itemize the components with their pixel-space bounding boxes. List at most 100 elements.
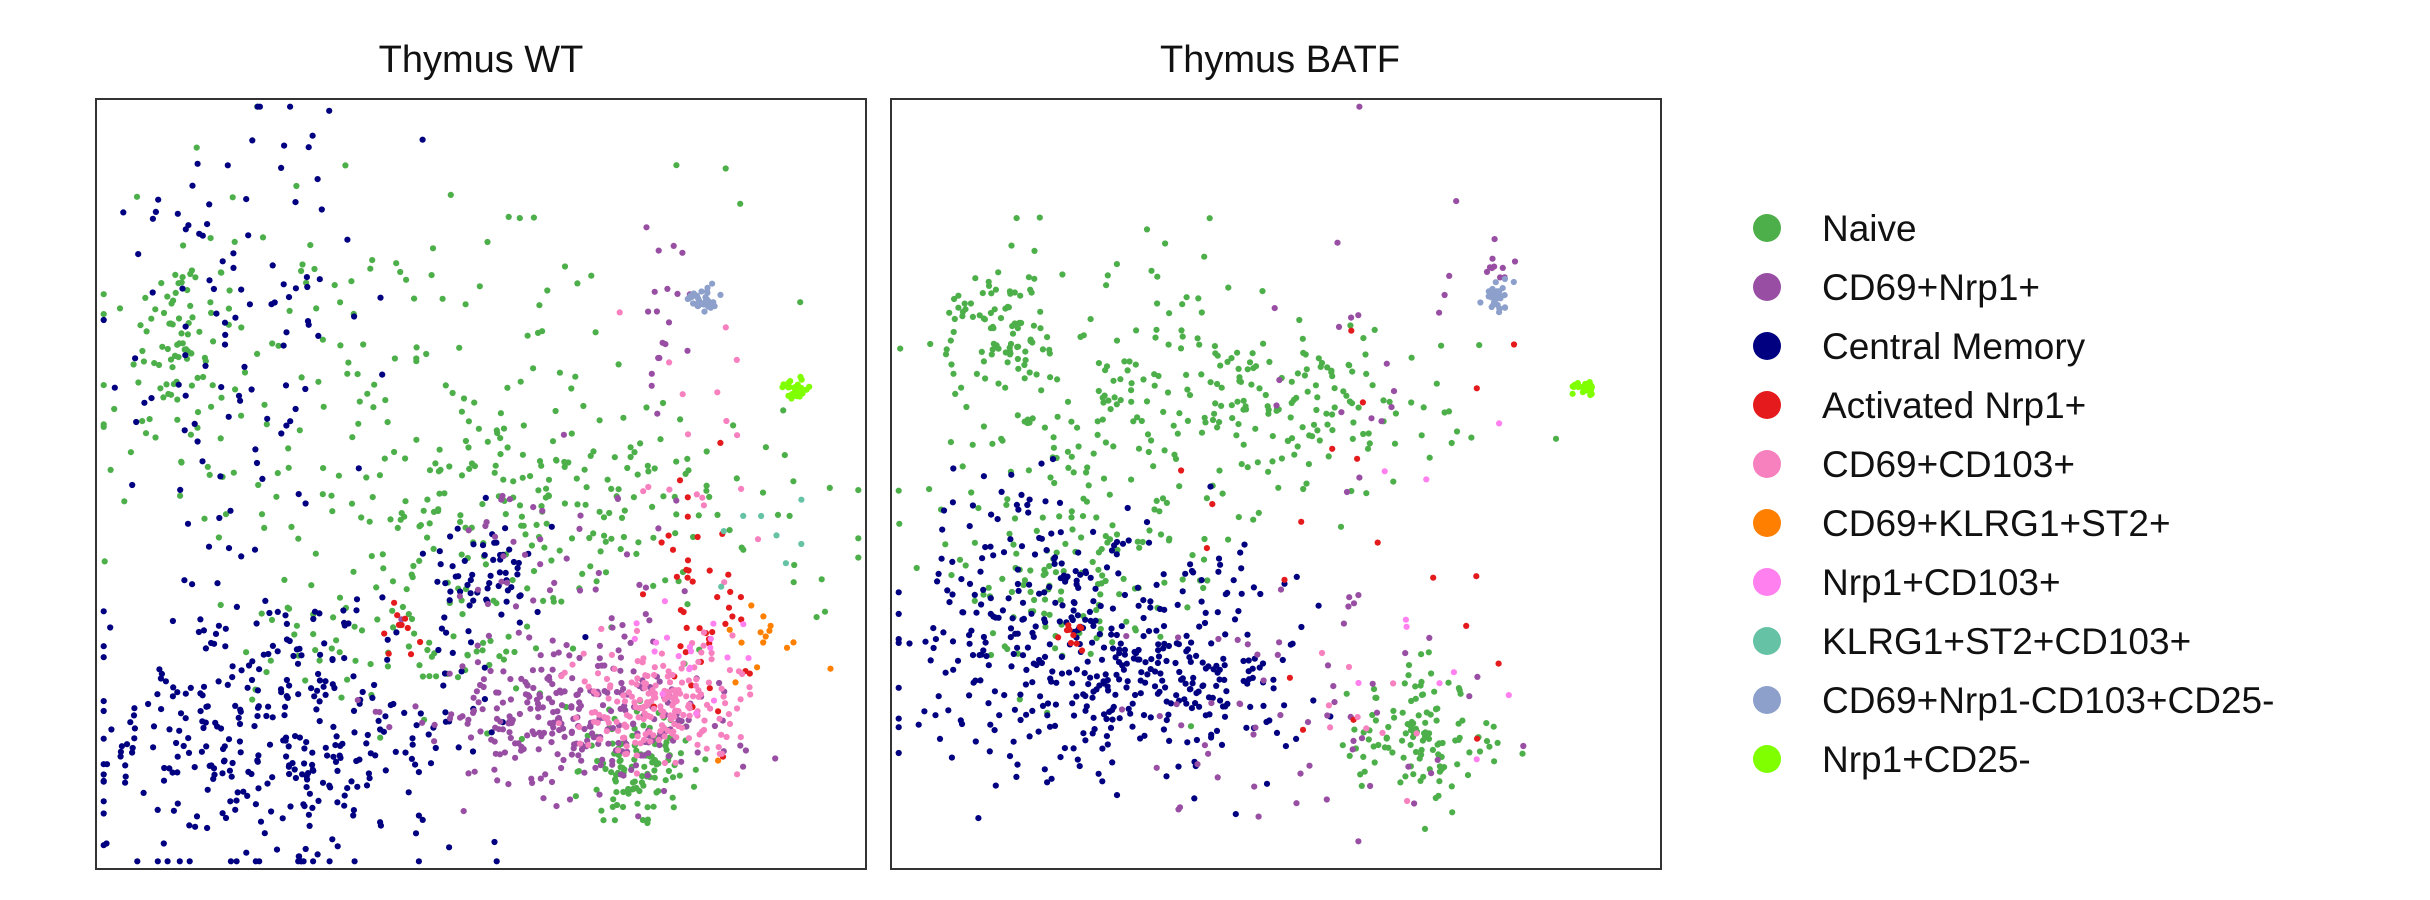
data-point bbox=[688, 682, 695, 689]
data-point bbox=[174, 753, 181, 760]
data-point bbox=[1363, 490, 1370, 497]
data-point bbox=[1209, 416, 1217, 424]
data-point bbox=[1038, 387, 1045, 394]
data-point bbox=[285, 763, 292, 770]
data-point bbox=[155, 196, 162, 203]
data-point bbox=[566, 796, 574, 803]
data-point bbox=[1163, 657, 1170, 665]
data-point bbox=[704, 284, 711, 291]
data-point bbox=[516, 215, 523, 222]
data-point bbox=[331, 282, 338, 289]
data-point bbox=[1054, 376, 1061, 383]
data-point bbox=[1165, 642, 1172, 650]
data-point bbox=[620, 692, 627, 699]
data-point bbox=[657, 703, 664, 710]
data-point bbox=[617, 654, 625, 661]
data-point bbox=[1013, 550, 1020, 557]
data-point bbox=[1194, 761, 1201, 768]
data-point bbox=[1299, 335, 1306, 342]
data-point bbox=[641, 685, 648, 692]
data-point bbox=[107, 466, 114, 473]
data-point bbox=[218, 269, 225, 276]
data-point bbox=[1438, 342, 1445, 349]
data-point bbox=[716, 679, 723, 687]
data-point bbox=[995, 269, 1002, 276]
data-point bbox=[1252, 363, 1260, 370]
data-point bbox=[1036, 534, 1043, 542]
data-point bbox=[998, 488, 1005, 495]
data-point bbox=[111, 384, 118, 391]
data-point bbox=[274, 648, 281, 655]
data-point bbox=[1129, 700, 1136, 707]
data-point bbox=[772, 755, 779, 762]
data-point bbox=[653, 308, 661, 315]
data-point bbox=[615, 486, 622, 493]
data-point bbox=[530, 214, 538, 221]
data-point bbox=[1087, 674, 1094, 681]
data-point bbox=[1208, 700, 1215, 707]
data-point bbox=[1135, 445, 1143, 452]
data-point bbox=[334, 799, 341, 806]
plot-frame bbox=[95, 98, 867, 870]
data-point bbox=[473, 688, 480, 695]
data-point bbox=[457, 588, 464, 595]
data-point bbox=[685, 677, 692, 684]
data-point bbox=[1060, 568, 1067, 575]
data-point bbox=[622, 751, 629, 758]
data-point bbox=[376, 709, 383, 716]
data-point bbox=[636, 581, 643, 589]
data-point bbox=[1068, 508, 1075, 515]
data-point bbox=[1041, 424, 1048, 431]
data-point bbox=[1011, 706, 1019, 713]
data-point bbox=[521, 551, 529, 558]
data-point bbox=[1418, 678, 1425, 686]
data-point bbox=[391, 448, 398, 456]
data-point bbox=[1070, 469, 1077, 476]
data-point bbox=[1464, 772, 1472, 779]
data-point bbox=[470, 707, 477, 715]
data-point bbox=[1010, 650, 1017, 658]
data-point bbox=[1123, 660, 1130, 667]
data-point bbox=[187, 431, 194, 438]
data-point bbox=[1256, 385, 1263, 392]
data-point bbox=[217, 435, 224, 442]
data-point bbox=[1036, 214, 1043, 221]
data-point bbox=[1314, 427, 1321, 434]
data-point bbox=[609, 757, 616, 765]
data-point bbox=[1140, 712, 1148, 719]
data-point bbox=[217, 473, 224, 480]
data-point bbox=[593, 786, 600, 793]
data-point bbox=[617, 764, 624, 771]
data-point bbox=[1190, 569, 1197, 576]
data-point bbox=[608, 651, 616, 659]
data-point bbox=[762, 444, 770, 451]
data-point bbox=[160, 840, 167, 847]
data-point bbox=[1483, 738, 1491, 745]
data-point bbox=[140, 358, 147, 365]
data-point bbox=[1244, 641, 1251, 648]
data-point bbox=[197, 690, 204, 697]
plot-frame bbox=[890, 98, 1662, 870]
data-point bbox=[1346, 752, 1353, 760]
data-point bbox=[1117, 397, 1124, 404]
data-point bbox=[409, 735, 416, 742]
data-point bbox=[895, 724, 902, 731]
data-point bbox=[1501, 292, 1508, 299]
data-point bbox=[350, 673, 357, 680]
data-point bbox=[1389, 749, 1396, 756]
data-point bbox=[1040, 572, 1047, 579]
data-point bbox=[1235, 514, 1242, 521]
data-point bbox=[366, 775, 373, 782]
data-point bbox=[447, 191, 454, 198]
data-point bbox=[1138, 417, 1145, 425]
data-point bbox=[1236, 377, 1243, 385]
data-point bbox=[972, 275, 979, 282]
data-point bbox=[1436, 768, 1443, 775]
data-point bbox=[1496, 309, 1503, 316]
data-point bbox=[1013, 773, 1020, 781]
data-point bbox=[303, 739, 310, 746]
data-point bbox=[382, 397, 389, 404]
data-point bbox=[1041, 589, 1048, 596]
data-point bbox=[243, 649, 250, 656]
data-point bbox=[530, 365, 537, 372]
